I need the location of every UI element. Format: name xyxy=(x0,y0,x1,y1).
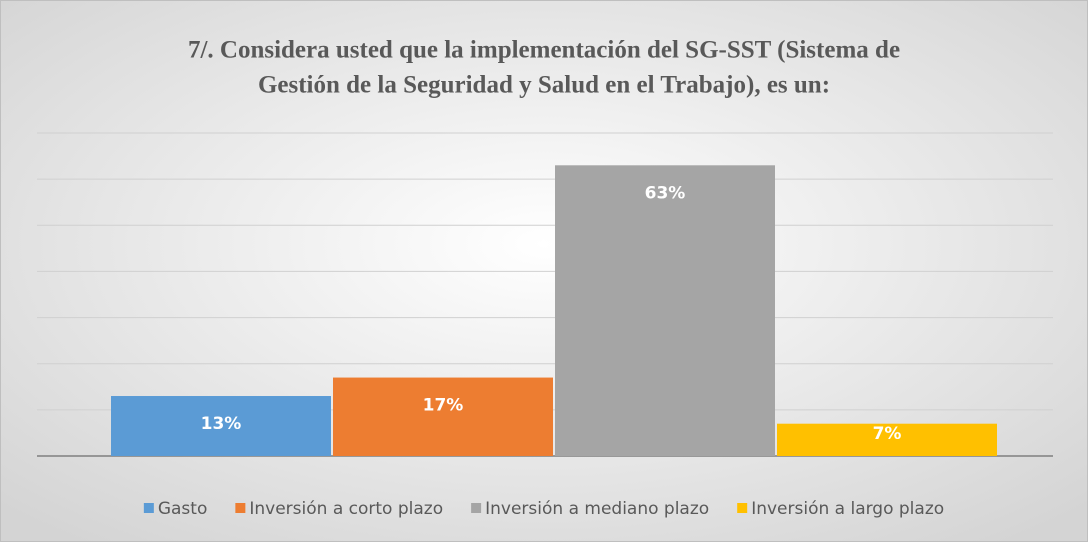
chart-title: 7/. Considera usted que la implementació… xyxy=(188,37,900,64)
bar xyxy=(555,165,775,457)
data-label: 13% xyxy=(201,414,242,434)
legend-label: Inversión a corto plazo xyxy=(249,499,443,519)
legend-swatch xyxy=(471,503,482,513)
legend-swatch xyxy=(143,503,154,513)
bar xyxy=(333,377,553,456)
legend-label: Inversión a largo plazo xyxy=(751,499,944,519)
legend-label: Inversión a mediano plazo xyxy=(485,499,709,519)
legend-swatch xyxy=(235,503,246,513)
data-label: 17% xyxy=(423,396,464,416)
data-label: 7% xyxy=(873,424,902,444)
legend-label: Gasto xyxy=(158,499,208,519)
bar xyxy=(111,396,331,456)
legend-swatch xyxy=(737,503,748,513)
data-label: 63% xyxy=(645,183,686,203)
bar xyxy=(777,423,997,456)
chart-title: Gestión de la Seguridad y Salud en el Tr… xyxy=(258,72,830,99)
